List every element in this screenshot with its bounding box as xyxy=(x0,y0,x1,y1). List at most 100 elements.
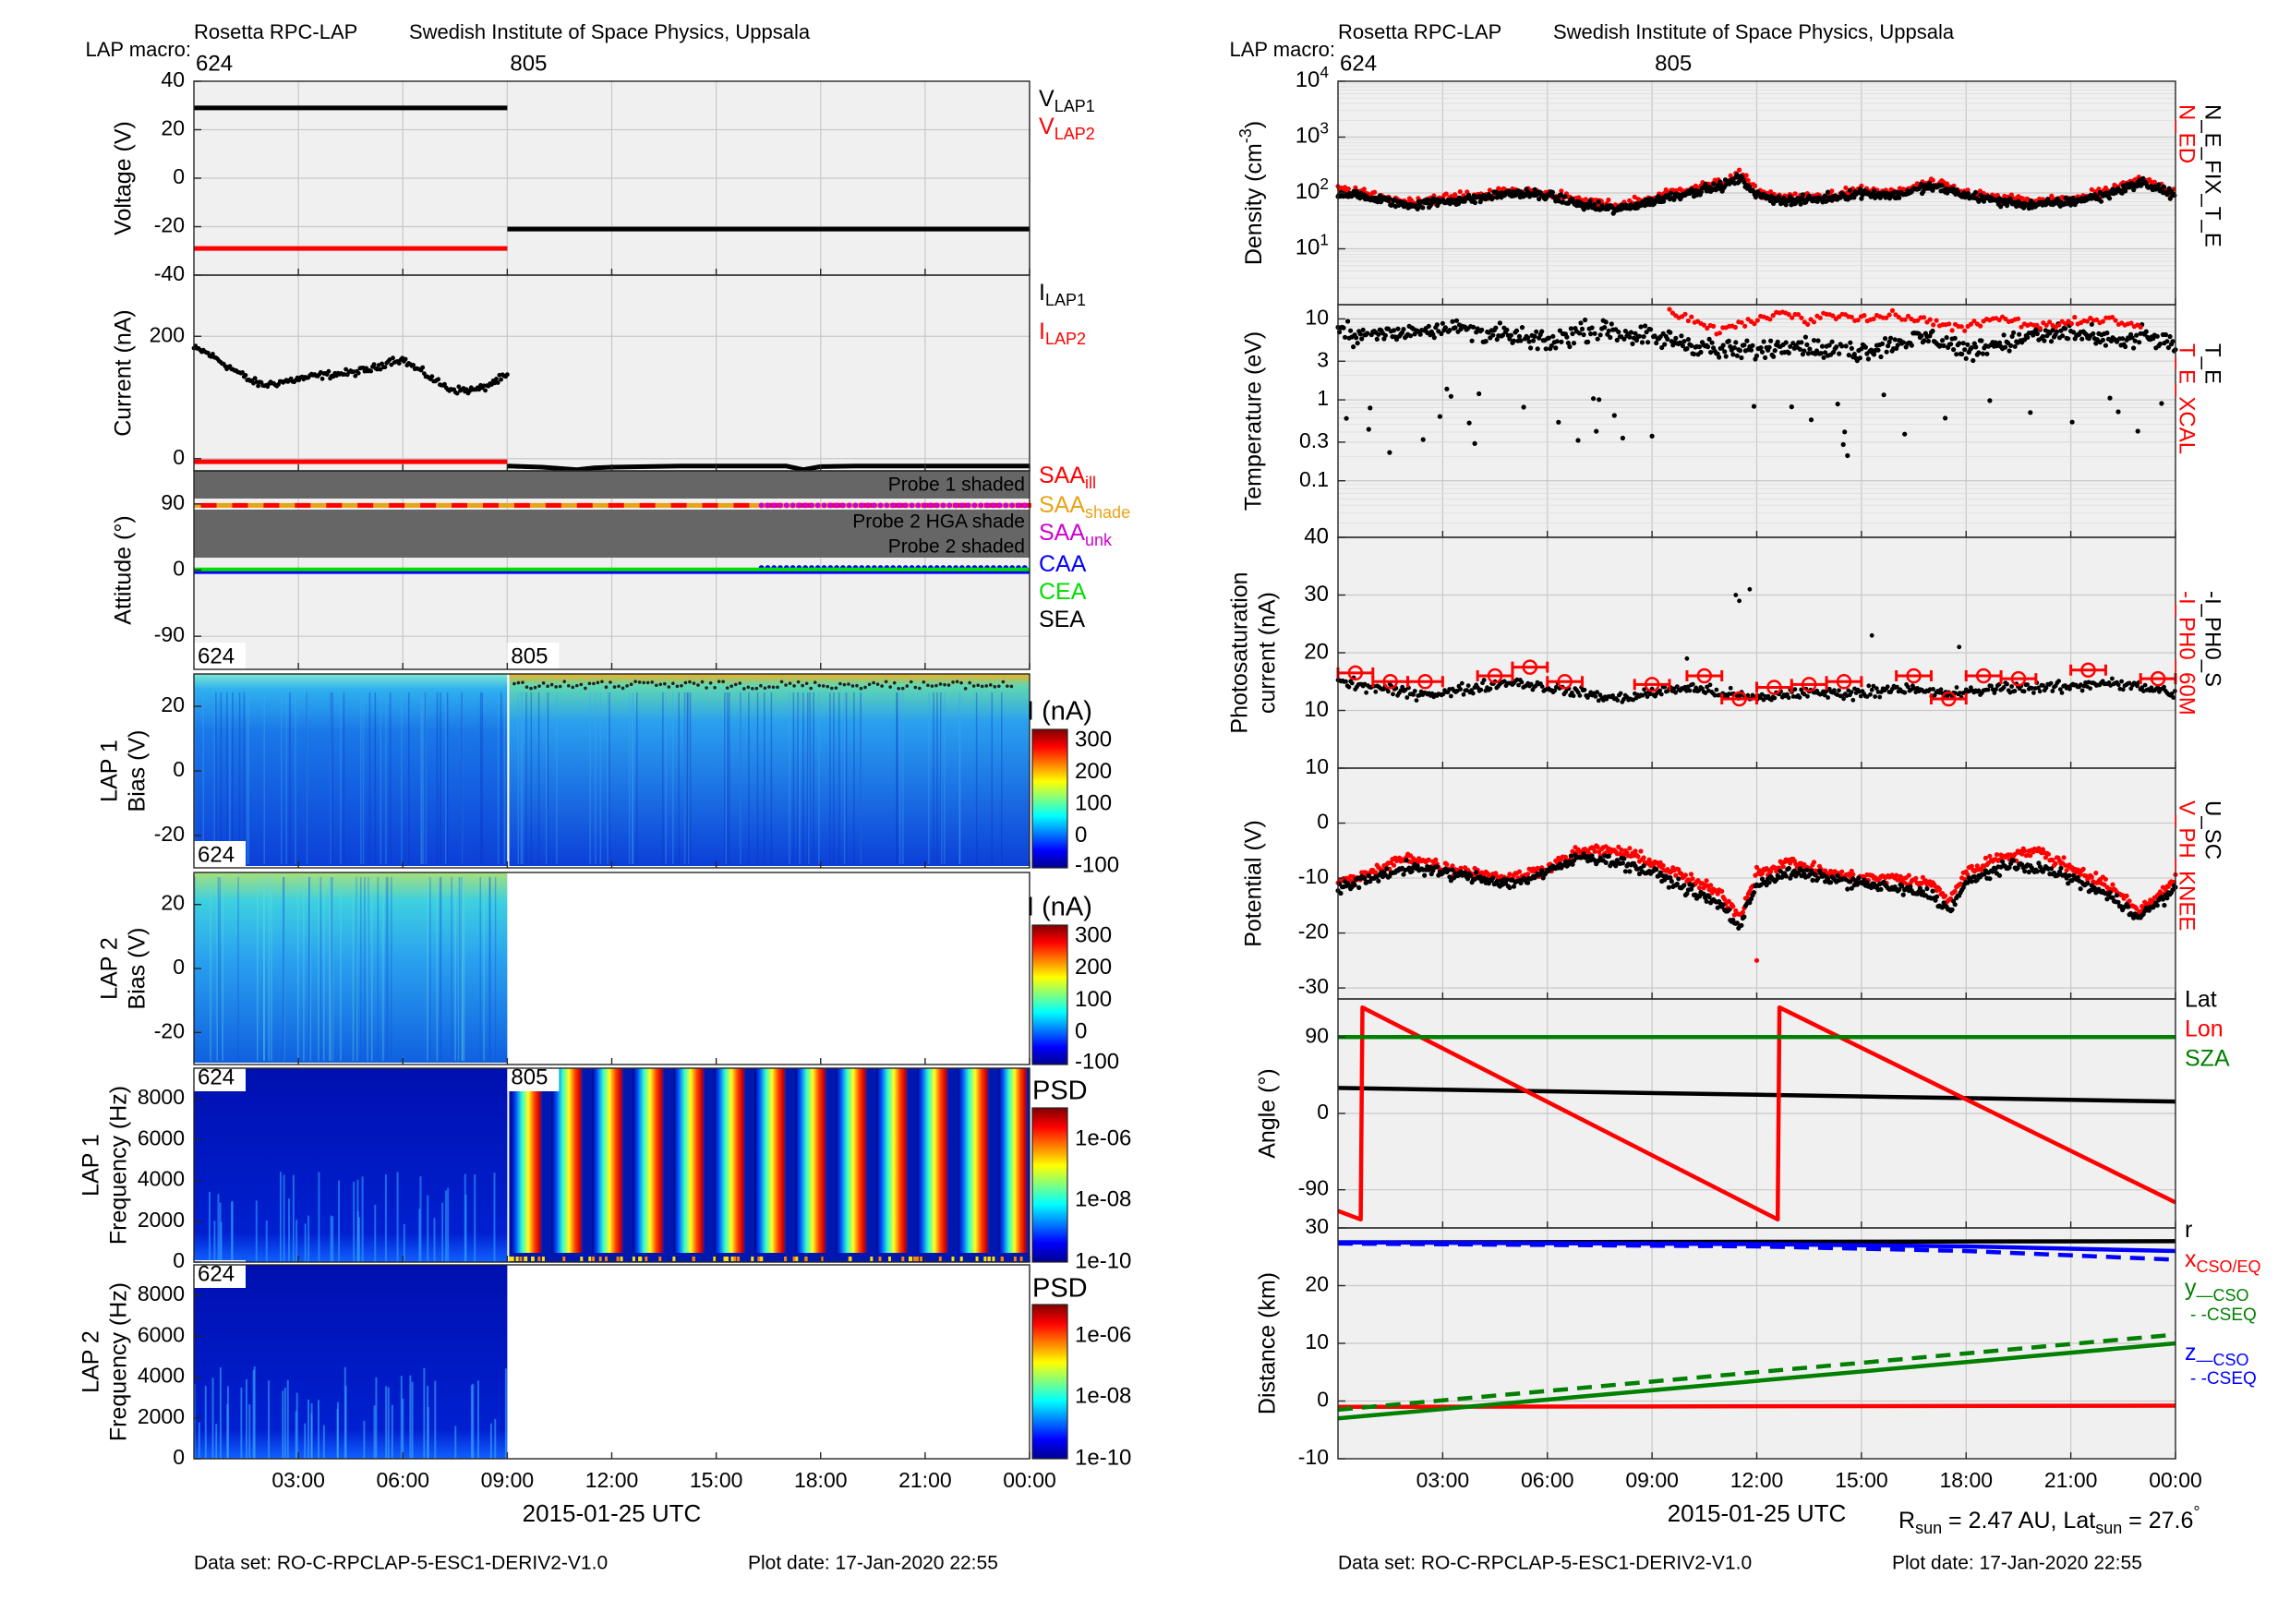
potential-v_ph_knee-point xyxy=(1741,910,1745,915)
spectrogram-spot xyxy=(1020,1257,1023,1261)
potential-u_sc-point xyxy=(1953,902,1958,907)
colorbar xyxy=(1032,729,1067,868)
spectrogram-spot xyxy=(617,1257,620,1261)
temperature-t_e-point xyxy=(1727,339,1731,343)
density-n_ed-point xyxy=(1458,189,1463,194)
y-tick-label: 2000 xyxy=(138,1404,185,1428)
saa-unk-point xyxy=(840,502,846,508)
temperature-t_e-point xyxy=(1638,324,1643,329)
temperature-t_e-point xyxy=(1767,345,1772,350)
temperature-t_e_xcal-point xyxy=(1862,313,1866,318)
potential-u_sc-point xyxy=(1604,860,1609,865)
heatmap-dot xyxy=(655,683,658,687)
temperature-t_e-point xyxy=(1984,352,1989,356)
heatmap-dot xyxy=(663,682,667,686)
temperature-t_e-point xyxy=(1570,331,1574,336)
y-tick-label: 8000 xyxy=(138,1085,185,1109)
photosat-i-ph0-s-point xyxy=(1386,690,1391,694)
current-lap1-point xyxy=(256,384,260,389)
y-tick-label: 0 xyxy=(173,1248,185,1272)
y-tick-label: 90 xyxy=(161,490,185,514)
potential-v_ph_knee-point xyxy=(1596,845,1600,849)
temperature-t_e-point xyxy=(1490,332,1495,337)
potential-u_sc-point xyxy=(1970,879,1974,884)
temperature-t_e-point xyxy=(1893,337,1898,342)
potential-u_sc-point xyxy=(2049,866,2054,871)
saa-unk-point xyxy=(865,502,871,508)
heatmap-dot xyxy=(726,686,729,690)
photosat-i-ph0-s-point xyxy=(1520,680,1525,685)
temperature-t_e_xcal-point xyxy=(1872,317,1876,321)
photosat-i-ph0-s-point xyxy=(1850,698,1855,703)
density-n_e_fix_t_e-point xyxy=(1826,190,1830,195)
potential-u_sc-point xyxy=(2079,886,2083,891)
temperature-t_e-point xyxy=(1553,345,1558,350)
heatmap-dot xyxy=(972,684,976,688)
photosat-i-ph0-s-point xyxy=(1347,685,1352,690)
potential-u_sc-point xyxy=(2115,893,2119,897)
density-n_e_fix_t_e-point xyxy=(1801,192,1805,197)
temperature-t_e-point xyxy=(1919,333,1923,338)
heatmap-dot xyxy=(801,684,804,688)
heatmap-dot xyxy=(897,687,900,691)
temperature-t_e-point xyxy=(1673,336,1678,341)
saa-unk-point xyxy=(771,502,777,508)
temperature-t_e-point xyxy=(1798,347,1802,352)
spectrogram-spot xyxy=(520,1257,523,1261)
temperature-t_e-point xyxy=(1965,343,1970,347)
temperature-t_e-point xyxy=(2134,333,2139,338)
temperature-t_e-point xyxy=(1534,330,1538,334)
y-tick-label: 4000 xyxy=(138,1167,185,1191)
saa-unk-point xyxy=(903,502,909,508)
heatmap-dot xyxy=(755,687,759,691)
spectrogram-spot xyxy=(910,1257,912,1261)
density-n_ed-point xyxy=(1737,168,1742,173)
temperature-t_e-point xyxy=(1981,352,1985,356)
temperature-t_e-point xyxy=(1514,329,1519,333)
photosat-i-ph0-s-point xyxy=(1572,693,1576,698)
spectrogram-spot xyxy=(542,1257,545,1261)
heatmap-dot xyxy=(747,685,751,689)
heatmap-dot xyxy=(792,684,796,688)
heatmap-dot xyxy=(918,687,922,691)
temperature-t_e-point xyxy=(1799,340,1803,344)
temperature-t_e-point xyxy=(2008,343,2013,348)
density-n_e_fix_t_e-point xyxy=(1669,191,1673,196)
saa-unk-point xyxy=(953,502,958,508)
temperature-t_e-point xyxy=(1637,334,1642,339)
photosat-i-ph0-s-point xyxy=(1955,685,1959,690)
temperature-t_e-point xyxy=(1476,391,1481,396)
potential-v_ph_knee-point xyxy=(1953,889,1958,894)
saa-unk-point xyxy=(872,502,877,508)
saa-unk-point xyxy=(959,502,965,508)
temperature-t_e-point xyxy=(1721,343,1726,347)
photosat-i-ph0-s-point xyxy=(2060,691,2065,695)
temperature-t_e_xcal-point xyxy=(1922,315,1926,319)
heatmap-dot xyxy=(597,681,600,685)
temperature-t_e-point xyxy=(1438,415,1442,419)
temperature-t_e-point xyxy=(1608,335,1612,340)
temperature-t_e-point xyxy=(2063,326,2067,331)
temperature-t_e-point xyxy=(1754,354,1759,358)
temperature-t_e-point xyxy=(1962,347,1967,352)
potential-u_sc-point xyxy=(1705,899,1709,904)
temperature-t_e-point xyxy=(1343,335,1347,340)
y-tick-label: 10 xyxy=(1305,306,1329,330)
spectrogram-spot xyxy=(805,1257,808,1261)
temperature-t_e-point xyxy=(1450,319,1454,324)
potential-u_sc-point xyxy=(1924,886,1929,891)
temperature-t_e-point xyxy=(2101,338,2105,343)
temperature-t_e-point xyxy=(1771,355,1776,359)
spectrogram-spot xyxy=(516,1257,519,1261)
potential-u_sc-point xyxy=(1681,883,1686,887)
photosat-i-ph0-s-point xyxy=(1373,690,1378,694)
temperature-t_e-point xyxy=(1692,352,1696,356)
saa-unk-point xyxy=(765,502,770,508)
potential-v_ph_knee-point xyxy=(1943,894,1947,898)
potential-u_sc-point xyxy=(1569,854,1573,859)
spectrogram-spot xyxy=(512,1257,514,1261)
spectrogram-band xyxy=(714,1068,745,1253)
temperature-t_e_xcal-point xyxy=(1805,322,1810,327)
heatmap-dot xyxy=(851,684,855,688)
